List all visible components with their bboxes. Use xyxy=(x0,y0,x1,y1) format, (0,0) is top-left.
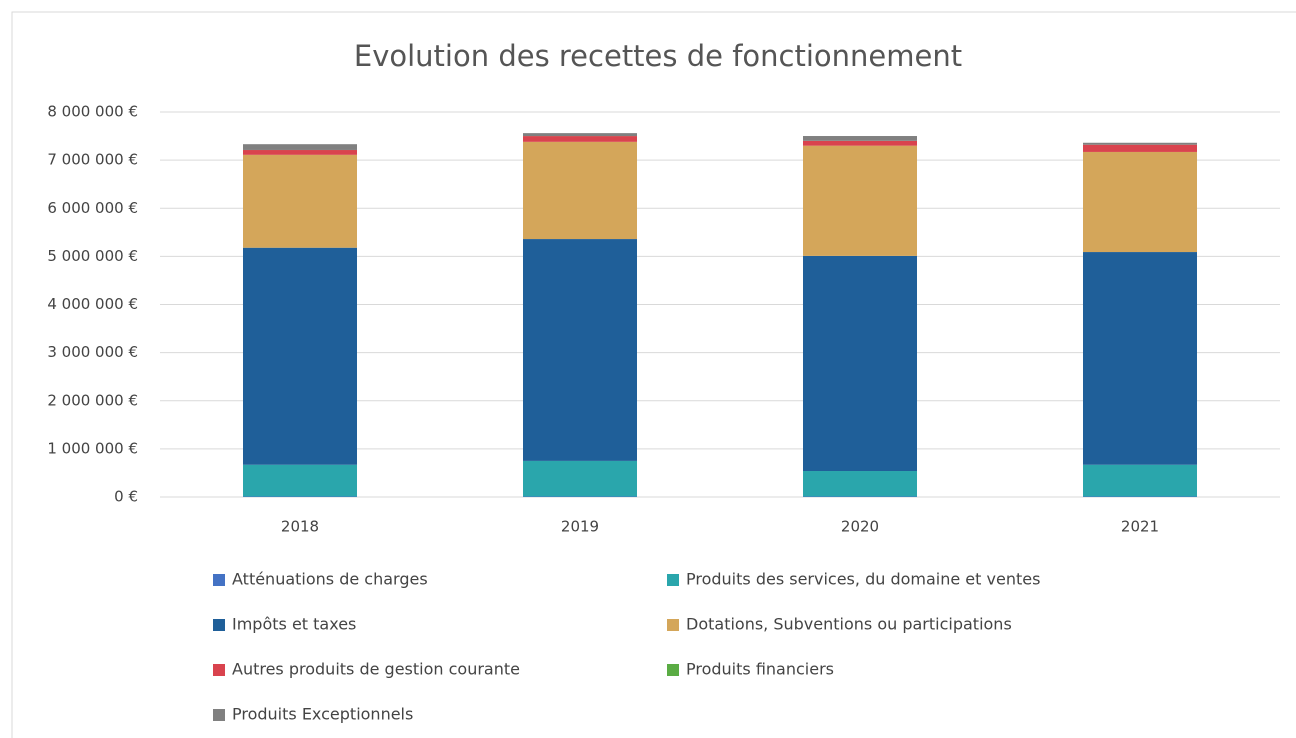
bar-segment xyxy=(803,471,917,497)
y-tick-label: 0 € xyxy=(114,488,138,506)
bar-segment xyxy=(243,150,357,155)
bar-segment xyxy=(803,255,917,472)
legend-label: Atténuations de charges xyxy=(232,570,428,589)
x-tick-label: 2018 xyxy=(281,518,319,536)
y-tick-label: 4 000 000 € xyxy=(47,295,138,313)
legend-swatch xyxy=(667,664,679,676)
legend-swatch xyxy=(213,709,225,721)
bar-segment xyxy=(243,144,357,150)
legend-swatch xyxy=(213,619,225,631)
bar-segment xyxy=(243,464,357,497)
legend-swatch xyxy=(213,664,225,676)
bar-segment xyxy=(523,136,637,142)
bar-segment xyxy=(243,154,357,248)
bar-segment xyxy=(523,133,637,137)
legend-label: Produits financiers xyxy=(686,660,834,679)
bar-segment xyxy=(1083,464,1197,497)
bar-segment xyxy=(803,145,917,256)
y-tick-label: 2 000 000 € xyxy=(47,391,138,409)
legend-label: Dotations, Subventions ou participations xyxy=(686,615,1012,634)
bar-segment xyxy=(1083,144,1197,152)
x-tick-label: 2019 xyxy=(561,518,599,536)
chart-title: Evolution des recettes de fonctionnement xyxy=(354,39,962,73)
bar-segment xyxy=(523,141,637,240)
chart-frame xyxy=(11,11,1296,738)
legend-swatch xyxy=(667,619,679,631)
bar-segment xyxy=(1083,151,1197,253)
y-tick-label: 5 000 000 € xyxy=(47,247,138,265)
legend-label: Produits des services, du domaine et ven… xyxy=(686,570,1040,589)
y-tick-label: 8 000 000 € xyxy=(47,103,138,121)
bar-segment xyxy=(523,239,637,461)
bar-segment xyxy=(1083,252,1197,465)
legend-label: Autres produits de gestion courante xyxy=(232,660,520,679)
x-tick-label: 2021 xyxy=(1121,518,1159,536)
y-tick-label: 6 000 000 € xyxy=(47,199,138,217)
legend-swatch xyxy=(213,574,225,586)
bar-segment xyxy=(803,140,917,146)
bar-segment xyxy=(803,136,917,141)
x-tick-label: 2020 xyxy=(841,518,879,536)
y-tick-label: 1 000 000 € xyxy=(47,439,138,457)
bar-segment xyxy=(243,247,357,465)
legend-label: Impôts et taxes xyxy=(232,615,356,634)
legend-label: Produits Exceptionnels xyxy=(232,705,413,724)
legend-swatch xyxy=(667,574,679,586)
bar-segment xyxy=(523,460,637,497)
bar-segment xyxy=(1083,142,1197,145)
y-tick-label: 7 000 000 € xyxy=(47,151,138,169)
y-tick-label: 3 000 000 € xyxy=(47,343,138,361)
